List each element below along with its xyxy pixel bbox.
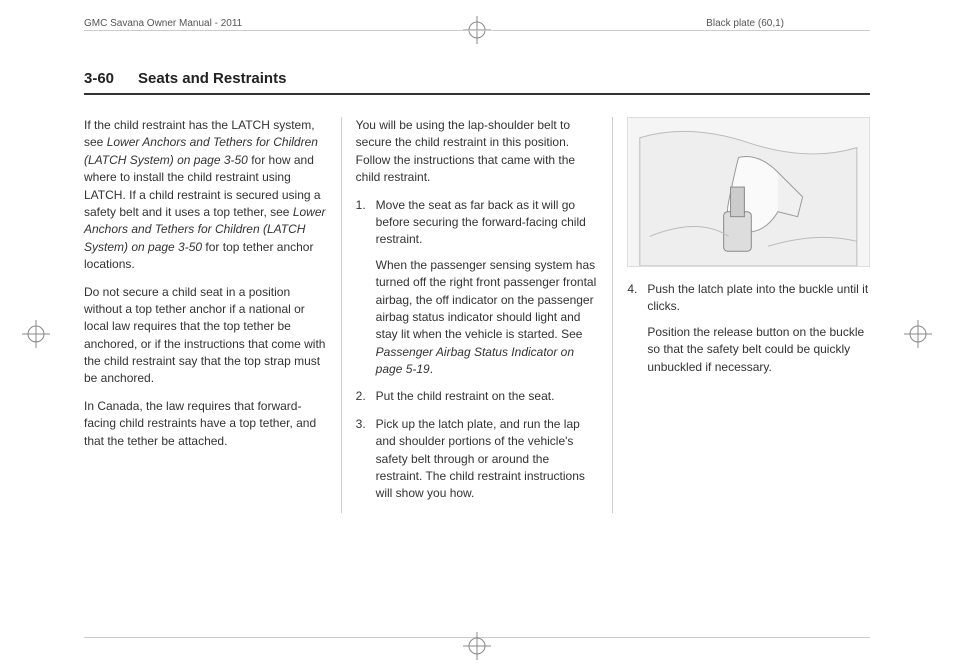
top-rule xyxy=(84,30,870,31)
step-number: 4. xyxy=(627,281,647,376)
list-item: 3. Pick up the latch plate, and run the … xyxy=(356,416,599,503)
paragraph: Do not secure a child seat in a position… xyxy=(84,284,327,388)
registration-mark-right xyxy=(904,320,932,348)
step-text: Push the latch plate into the buckle unt… xyxy=(647,281,870,316)
cross-ref: Passenger Airbag Status Indicator on pag… xyxy=(376,345,574,376)
body-text: . xyxy=(430,362,433,376)
step-list: 4. Push the latch plate into the buckle … xyxy=(627,281,870,376)
manual-title: GMC Savana Owner Manual - 2011 xyxy=(84,18,242,29)
registration-mark-bottom xyxy=(463,632,491,660)
section-title: Seats and Restraints xyxy=(138,70,286,87)
step-text: Pick up the latch plate, and run the lap… xyxy=(376,416,599,503)
column-1: If the child restraint has the LATCH sys… xyxy=(84,117,342,513)
column-3: 4. Push the latch plate into the buckle … xyxy=(613,117,870,513)
paragraph: If the child restraint has the LATCH sys… xyxy=(84,117,327,274)
illustration-seatbelt-buckle xyxy=(627,117,870,267)
step-number: 1. xyxy=(356,197,376,379)
plate-label: Black plate (60,1) xyxy=(706,18,784,29)
step-text: When the passenger sensing system has tu… xyxy=(376,257,599,379)
registration-mark-left xyxy=(22,320,50,348)
step-number: 3. xyxy=(356,416,376,503)
list-item: 1. Move the seat as far back as it will … xyxy=(356,197,599,379)
column-2: You will be using the lap-shoulder belt … xyxy=(342,117,614,513)
page-content: 3-60 Seats and Restraints If the child r… xyxy=(84,70,870,513)
list-item: 4. Push the latch plate into the buckle … xyxy=(627,281,870,376)
text-columns: If the child restraint has the LATCH sys… xyxy=(84,117,870,513)
step-number: 2. xyxy=(356,388,376,405)
paragraph: In Canada, the law requires that forward… xyxy=(84,398,327,450)
step-text: Move the seat as far back as it will go … xyxy=(376,197,599,249)
page-header: 3-60 Seats and Restraints xyxy=(84,70,870,95)
step-list: 1. Move the seat as far back as it will … xyxy=(356,197,599,503)
list-item: 2. Put the child restraint on the seat. xyxy=(356,388,599,405)
page-number: 3-60 xyxy=(84,70,114,87)
step-text: Position the release button on the buckl… xyxy=(647,324,870,376)
paragraph: You will be using the lap-shoulder belt … xyxy=(356,117,599,187)
body-text: When the passenger sensing system has tu… xyxy=(376,258,597,342)
step-text: Put the child restraint on the seat. xyxy=(376,388,599,405)
